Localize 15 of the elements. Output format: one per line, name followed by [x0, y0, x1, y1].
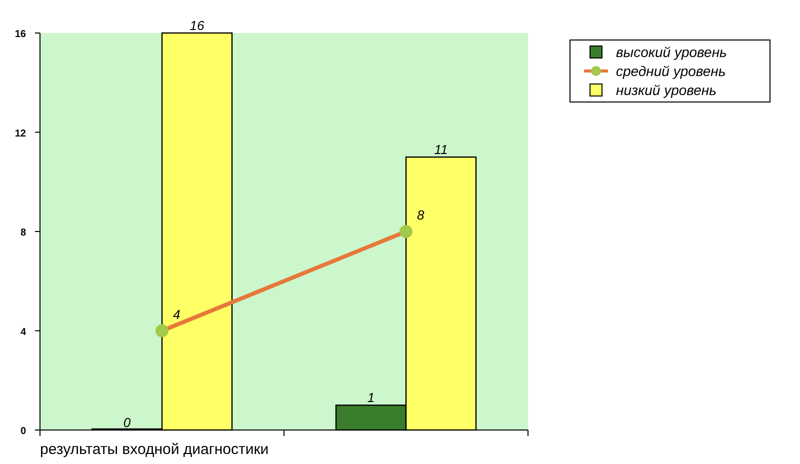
y-tick-label: 0	[20, 426, 26, 437]
data-label: 11	[434, 142, 448, 158]
y-tick-label: 8	[20, 228, 26, 238]
y-tick-label: 12	[14, 128, 26, 140]
data-label: 8	[417, 208, 425, 222]
legend-label: высокий уровень	[616, 44, 727, 60]
y-tick-label: 4	[20, 326, 26, 338]
data-label: 1	[367, 390, 375, 406]
data-label: 0	[123, 415, 132, 430]
data-label: 4	[173, 306, 180, 322]
y-tick-label: 16	[14, 29, 26, 40]
legend-label: низкий уровень	[616, 82, 716, 98]
data-label: 16	[190, 18, 205, 33]
legend-label: средний уровень	[616, 63, 726, 79]
x-axis-title: результаты входной диагностики	[40, 441, 269, 458]
